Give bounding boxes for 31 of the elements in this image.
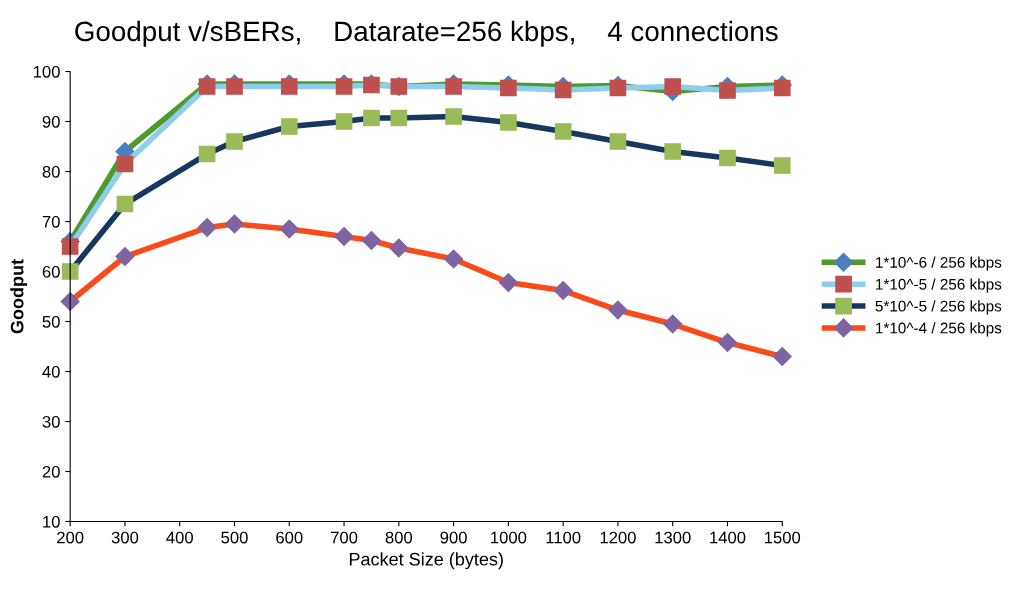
y-tick-label: 30 [42,415,60,428]
x-tick-label: 500 [221,531,248,544]
y-tick-label: 40 [42,365,60,378]
x-tick-label: 300 [111,531,139,544]
y-axis-title: Goodput [10,259,28,334]
y-tick-label: 70 [42,215,60,228]
x-tick-label: 700 [331,531,358,544]
x-tick-label: 1400 [710,531,746,544]
legend-label: 5*10^-5 / 256 kbps [875,300,1002,315]
y-tick-label: 10 [43,515,60,528]
x-tick-label: 600 [276,531,303,544]
x-tick-label: 1200 [600,531,636,544]
x-tick-label: 900 [440,531,467,544]
x-tick-label: 800 [385,531,413,544]
x-tick-label: 1100 [546,531,581,544]
y-tick-label: 20 [42,465,60,478]
x-axis-title: Packet Size (bytes) [349,552,503,570]
x-tick-label: 1300 [655,531,691,544]
x-tick-label: 400 [166,531,193,544]
y-tick-label: 80 [42,165,60,178]
legend-label: 1*10^-6 / 256 kbps [876,256,1002,271]
chart-title: Goodput v/sBERs, Datarate=256 kbps, 4 connections [75,20,778,47]
legend-label: 1*10^-5 / 256 kbps [876,278,1002,293]
x-tick-label: 200 [57,531,84,544]
y-tick-label: 100 [33,65,60,78]
legend-label: 1*10^-4 / 256 kbps [876,322,1002,337]
y-tick-label: 60 [42,265,60,278]
y-tick-label: 50 [42,315,60,328]
y-tick-label: 90 [42,115,60,128]
x-tick-label: 1500 [764,531,801,544]
x-tick-label: 1000 [491,531,527,544]
